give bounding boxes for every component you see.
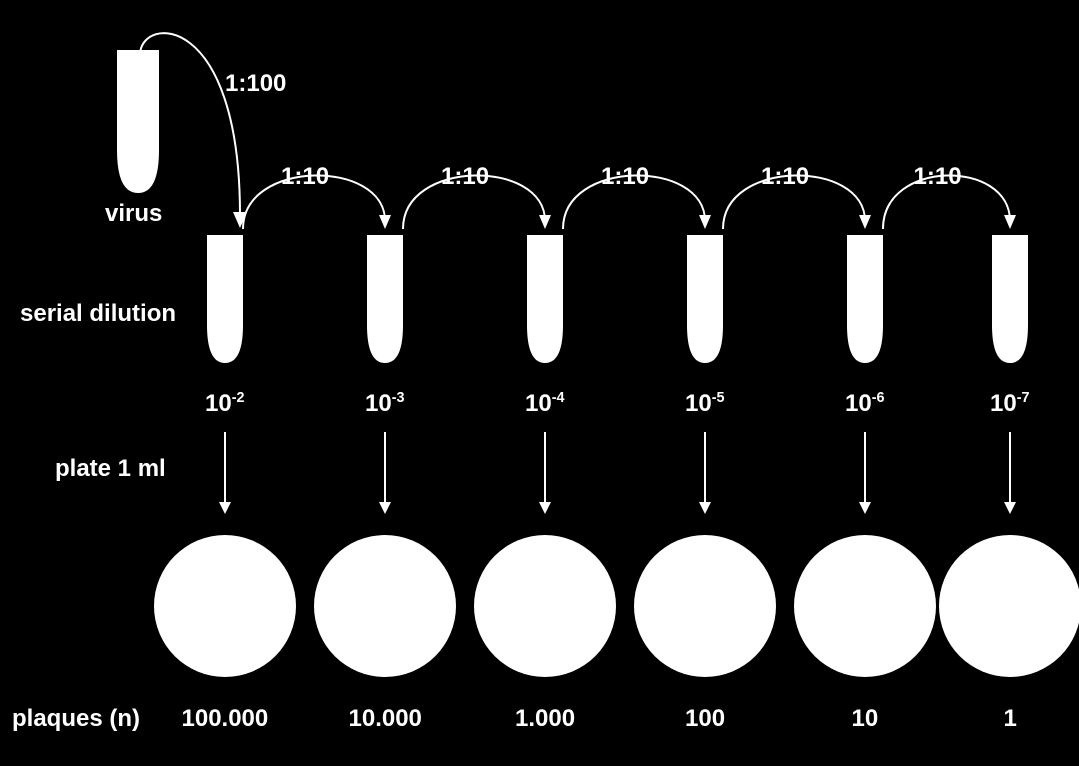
plate-arrow [544,432,546,512]
plaques-count: 1.000 [515,705,575,733]
plaques-count: 1 [1004,705,1017,733]
plate [474,535,616,677]
plate-arrow [704,432,706,512]
plaques-count: 100 [685,705,725,733]
plate [794,535,936,677]
dilution-factor-label: 10-4 [525,390,565,418]
step-dilution-ratio: 1:10 [601,163,649,191]
plaques-count: 10.000 [349,705,422,733]
plate [154,535,296,677]
dilution-factor-label: 10-3 [365,390,405,418]
step-dilution-ratio: 1:10 [281,163,329,191]
source-to-first-arc [130,10,255,230]
dilution-tube [205,235,245,365]
serial-dilution-label: serial dilution [20,300,176,328]
plate-arrow [864,432,866,512]
plate [634,535,776,677]
plate [314,535,456,677]
dilution-tube [685,235,725,365]
dilution-tube [365,235,405,365]
dilution-tube [525,235,565,365]
step-dilution-ratio: 1:10 [761,163,809,191]
dilution-factor-label: 10-5 [685,390,725,418]
plate-arrow [1009,432,1011,512]
step-dilution-ratio: 1:10 [914,163,962,191]
plaques-count: 10 [852,705,879,733]
step-dilution-ratio: 1:10 [441,163,489,191]
plate [939,535,1079,677]
plate-arrow [224,432,226,512]
plate-arrow [384,432,386,512]
dilution-factor-label: 10-2 [205,390,245,418]
dilution-tube [990,235,1030,365]
plate-label: plate 1 ml [55,455,166,483]
plaques-label: plaques (n) [12,705,140,733]
plaques-count: 100.000 [182,705,269,733]
dilution-factor-label: 10-6 [845,390,885,418]
dilution-tube [845,235,885,365]
dilution-factor-label: 10-7 [990,390,1030,418]
